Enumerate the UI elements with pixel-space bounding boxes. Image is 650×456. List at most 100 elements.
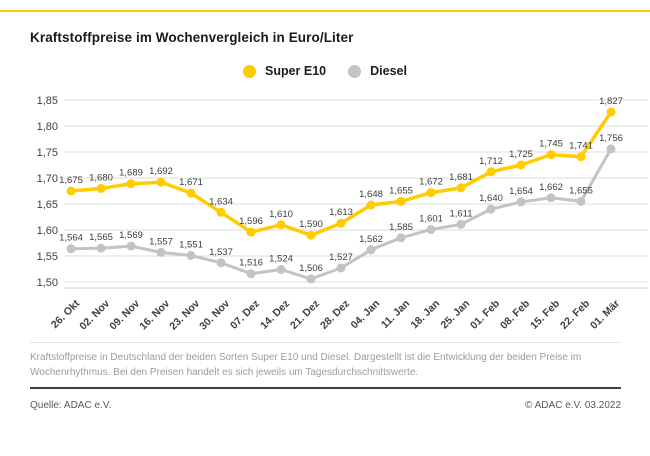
diesel-point	[246, 269, 256, 279]
diesel-value-label: 1,564	[59, 233, 83, 244]
diesel-point	[66, 244, 76, 254]
x-tick-label: 26. Okt	[49, 297, 83, 331]
super-e10-value-label: 1,672	[419, 177, 443, 188]
super-e10-value-label: 1,610	[269, 209, 293, 220]
diesel-value-label: 1,640	[479, 193, 503, 204]
legend-item-diesel: Diesel	[348, 64, 407, 78]
super-e10-point	[546, 150, 556, 160]
x-tick-label: 28. Dez	[318, 298, 352, 332]
super-e10-point	[216, 207, 226, 217]
diesel-value-label: 1,569	[119, 230, 143, 241]
footnote-text: Kraftstoffpreise in Deutschland der beid…	[30, 352, 582, 378]
chart-legend: Super E10 Diesel	[0, 64, 650, 78]
super-e10-value-label: 1,745	[539, 139, 563, 150]
super-e10-point	[336, 218, 346, 228]
super-e10-value-label: 1,725	[509, 149, 533, 160]
source-row: Quelle: ADAC e.V. © ADAC e.V. 03.2022	[30, 400, 621, 411]
y-tick-label: 1,70	[37, 173, 58, 185]
diesel-value-label: 1,585	[389, 222, 413, 233]
diesel-point	[96, 243, 106, 253]
diesel-value-label: 1,654	[509, 186, 533, 197]
x-tick-label: 21. Dez	[288, 298, 322, 332]
x-tick-label: 15. Feb	[528, 298, 562, 332]
super-e10-value-label: 1,613	[329, 207, 353, 218]
x-tick-label: 02. Nov	[77, 298, 112, 333]
x-tick-label: 09. Nov	[107, 298, 142, 333]
diesel-value-label: 1,611	[449, 208, 472, 219]
x-tick-label: 16. Nov	[137, 298, 172, 333]
x-tick-label: 30. Nov	[197, 298, 232, 333]
x-tick-label: 23. Nov	[167, 298, 202, 333]
diesel-dot-icon	[348, 64, 362, 78]
diesel-point	[546, 193, 556, 203]
super-e10-value-label: 1,827	[599, 96, 623, 107]
super-e10-dot-icon	[243, 64, 256, 78]
diesel-point	[366, 245, 376, 255]
diesel-point	[606, 144, 616, 154]
x-tick-label: 08. Feb	[498, 298, 532, 332]
super-e10-value-label: 1,692	[149, 166, 173, 177]
x-tick-label: 07. Dez	[228, 298, 262, 332]
diesel-point	[396, 233, 406, 243]
diesel-point	[486, 204, 496, 214]
diesel-value-label: 1,565	[89, 232, 113, 243]
diesel-point	[156, 247, 166, 257]
super-e10-point	[396, 196, 406, 206]
diesel-value-label: 1,524	[269, 254, 293, 265]
super-e10-value-label: 1,741	[569, 141, 593, 152]
super-e10-value-label: 1,655	[389, 185, 413, 196]
diesel-value-label: 1,551	[179, 240, 203, 251]
x-tick-label: 18. Jan	[408, 298, 442, 332]
super-e10-value-label: 1,648	[359, 189, 383, 200]
super-e10-point	[246, 227, 256, 237]
diesel-value-label: 1,516	[239, 258, 263, 269]
x-tick-label: 01. Mär	[588, 298, 622, 332]
super-e10-point	[606, 107, 616, 117]
super-e10-value-label: 1,634	[209, 196, 233, 207]
x-tick-label: 01. Feb	[468, 298, 502, 332]
diesel-point	[186, 251, 196, 260]
diesel-value-label: 1,506	[299, 263, 323, 274]
diesel-point	[216, 258, 226, 268]
super-e10-point	[306, 230, 316, 240]
super-e10-point	[156, 177, 166, 187]
source-label: Quelle: ADAC e.V.	[30, 400, 112, 411]
super-e10-point	[576, 152, 586, 162]
super-e10-point	[366, 200, 376, 210]
diesel-point	[516, 197, 526, 207]
y-tick-label: 1,75	[37, 147, 58, 159]
super-e10-point	[426, 188, 436, 198]
super-e10-value-label: 1,675	[59, 175, 83, 186]
super-e10-value-label: 1,590	[299, 219, 323, 230]
legend-label-super-e10: Super E10	[265, 64, 327, 78]
super-e10-value-label: 1,712	[479, 156, 503, 167]
diesel-value-label: 1,557	[149, 236, 173, 247]
top-accent-rule	[0, 10, 650, 12]
x-tick-label: 04. Jan	[348, 298, 382, 332]
chart-title: Kraftstoffpreise im Wochenvergleich in E…	[30, 30, 354, 45]
super-e10-value-label: 1,680	[89, 172, 113, 183]
diesel-point	[276, 265, 286, 274]
diesel-point	[426, 225, 436, 234]
super-e10-point	[126, 179, 136, 189]
y-tick-label: 1,65	[37, 199, 58, 211]
copyright-label: © ADAC e.V. 03.2022	[525, 400, 621, 411]
super-e10-point	[96, 183, 106, 193]
super-e10-value-label: 1,681	[449, 172, 473, 183]
super-e10-value-label: 1,671	[179, 177, 203, 188]
diesel-value-label: 1,655	[569, 185, 593, 196]
super-e10-point	[276, 220, 286, 230]
super-e10-point	[516, 160, 526, 170]
diesel-point	[306, 274, 316, 284]
y-tick-label: 1,60	[37, 225, 58, 237]
diesel-value-label: 1,537	[209, 247, 233, 258]
diesel-value-label: 1,601	[419, 214, 443, 225]
y-tick-label: 1,50	[37, 277, 58, 289]
diesel-point	[576, 196, 586, 206]
x-tick-label: 25. Jan	[438, 298, 472, 332]
super-e10-value-label: 1,596	[239, 216, 263, 227]
super-e10-point	[486, 167, 496, 177]
divider-dark	[30, 387, 621, 389]
